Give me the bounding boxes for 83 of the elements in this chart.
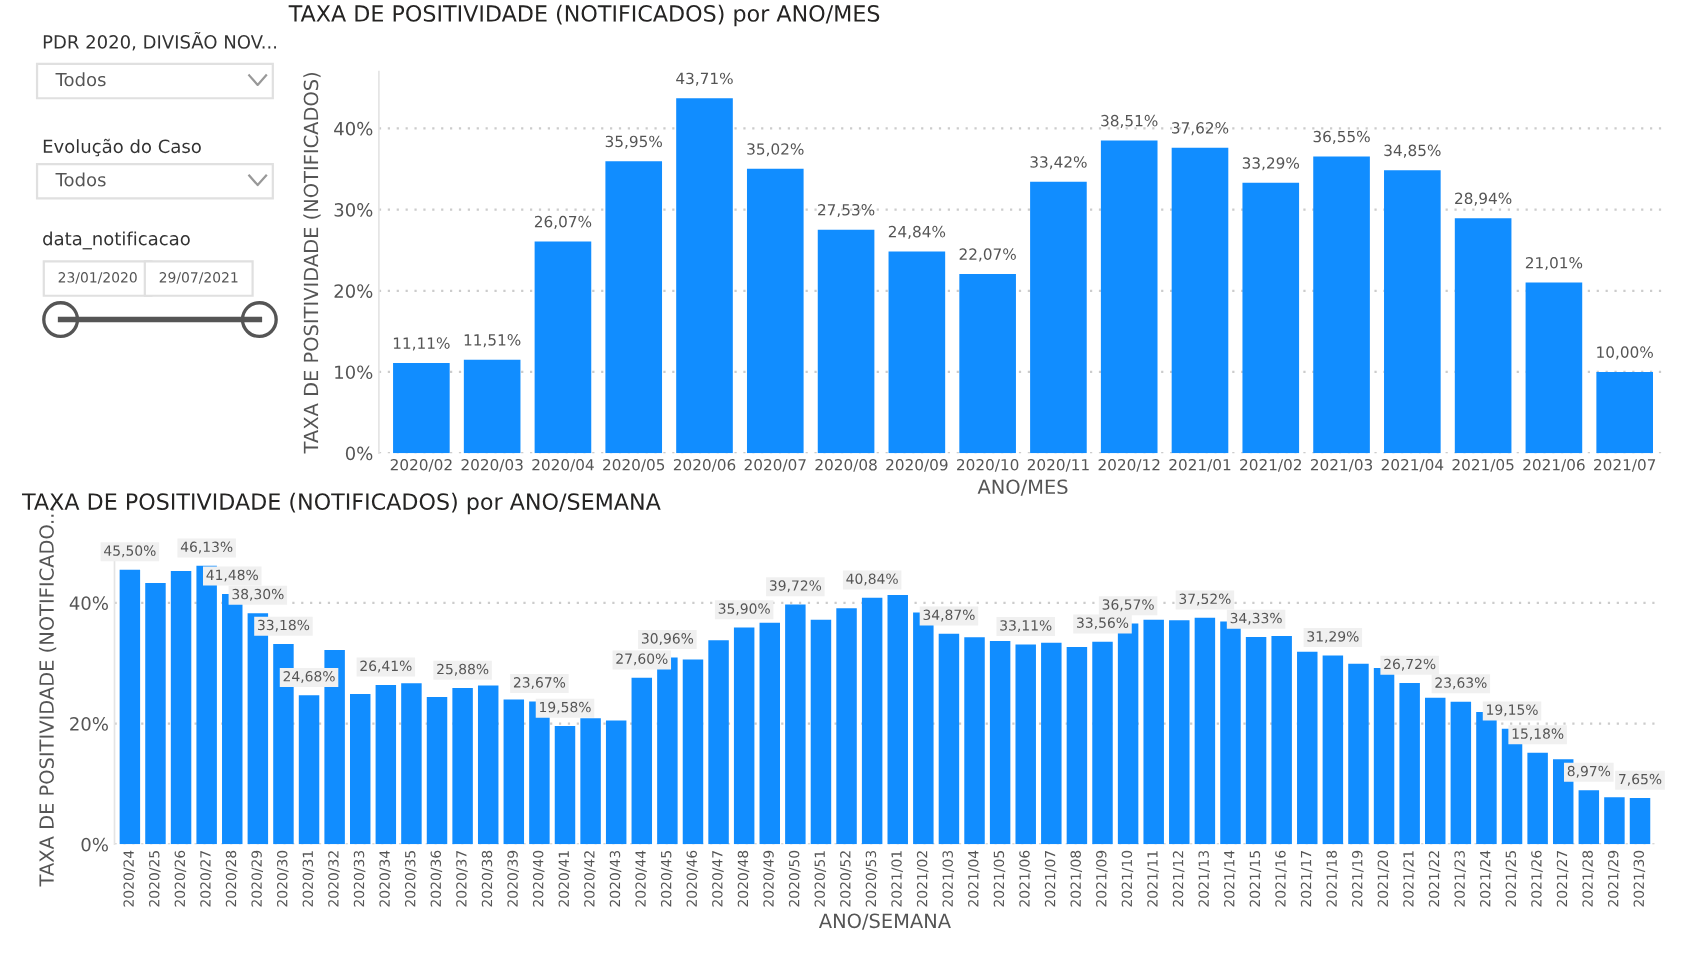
bar: [1313, 156, 1370, 454]
bar: [1454, 218, 1512, 454]
text: Evolução do Caso: [43, 138, 201, 157]
bar: [1242, 182, 1300, 454]
bar: [554, 726, 576, 845]
bar: [676, 98, 733, 454]
bar: [810, 619, 832, 845]
bar: [298, 695, 320, 845]
bar: [1041, 642, 1062, 845]
bar: [1596, 371, 1653, 454]
bar: [1015, 644, 1036, 845]
bar: [1100, 140, 1158, 454]
bar: [1578, 790, 1600, 845]
bar: [1527, 752, 1548, 845]
bar: [375, 684, 397, 845]
bar: [836, 608, 857, 845]
y-axis-title: TAXA DE POSITIVIDADE (NOTIFICADO...: [38, 508, 57, 887]
y-tick-label: 30%: [334, 203, 373, 217]
bar: [1092, 641, 1113, 845]
text: PDR 2020, DIVISÃO NOV...: [43, 31, 276, 51]
bar: [964, 637, 985, 845]
y-tick-label: 40%: [69, 596, 108, 610]
bar: [1169, 620, 1190, 845]
bar: [426, 697, 448, 845]
bar: [959, 273, 1016, 454]
bar: [1450, 701, 1472, 845]
y-tick-label: 0%: [345, 446, 373, 461]
bar: [463, 359, 521, 454]
bar: [1348, 663, 1369, 845]
y-tick-label: 0%: [81, 837, 108, 852]
bar: [503, 699, 525, 845]
bar: [1604, 797, 1625, 845]
y-tick-label: 20%: [70, 717, 108, 731]
bar: [1171, 147, 1229, 454]
bar: [708, 640, 729, 845]
bar: [759, 622, 780, 845]
bar: [733, 627, 755, 845]
text: Todos: [55, 172, 106, 187]
bar: [1194, 617, 1216, 845]
x-axis-title: ANO/SEMANA: [818, 913, 951, 930]
bar: [1322, 655, 1344, 845]
text: data_notificacao: [43, 231, 190, 250]
y-tick-label: 10%: [335, 365, 373, 380]
bar: [1143, 619, 1164, 845]
bar: [170, 570, 192, 845]
bar: [817, 229, 875, 454]
bar: [785, 604, 806, 845]
bar: [1271, 636, 1292, 845]
bar: [1066, 646, 1088, 845]
text: Todos: [55, 72, 106, 87]
bar: [145, 582, 166, 845]
y-axis-title: TAXA DE POSITIVIDADE (NOTIFICADOS): [303, 72, 321, 454]
bar: [605, 161, 663, 454]
bar: [1297, 651, 1318, 845]
bar: [887, 595, 908, 845]
bar: [746, 168, 804, 454]
bar: [1245, 637, 1267, 845]
bar: [605, 720, 627, 845]
bar: [631, 677, 653, 845]
bar: [1220, 621, 1241, 845]
bar: [682, 659, 704, 845]
bar: [477, 685, 499, 845]
bar: [1525, 282, 1583, 454]
bar: [1399, 683, 1420, 845]
bar: [861, 597, 883, 845]
chart-title: TAXA DE POSITIVIDADE (NOTIFICADOS) por ANO/MES: [288, 4, 880, 27]
bar: [1629, 798, 1651, 845]
bar: [1373, 668, 1395, 845]
bar: [534, 241, 592, 454]
y-tick-label: 20%: [334, 284, 373, 298]
bar: [401, 683, 422, 845]
bar: [938, 633, 960, 845]
bar: [888, 251, 946, 454]
bar: [1030, 181, 1087, 454]
x-axis-title: ANO/MES: [977, 479, 1068, 496]
bar: [452, 688, 473, 845]
bar: [393, 362, 450, 454]
bar: [989, 640, 1011, 845]
bar: [119, 569, 141, 845]
bar: [1425, 697, 1446, 845]
bar: [1384, 170, 1441, 454]
y-tick-label: 40%: [334, 121, 373, 136]
bar: [349, 694, 371, 845]
